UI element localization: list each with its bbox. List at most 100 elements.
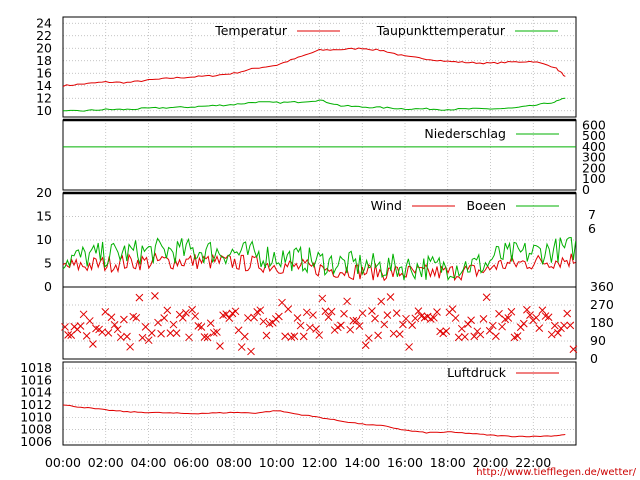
direction-marker (306, 323, 314, 332)
direction-marker (85, 317, 94, 325)
direction-marker (513, 332, 522, 340)
y-tick-label: 0 (44, 279, 52, 294)
y-tick-label-right: 200 (582, 160, 606, 175)
y-tick-label-right: 0 (590, 351, 598, 366)
y-tick-label: 20 (36, 40, 52, 55)
y-tick-label: 24 (36, 15, 52, 30)
direction-marker (544, 313, 553, 322)
direction-marker (116, 333, 125, 342)
direction-marker (275, 312, 283, 321)
panel-frames (62, 16, 577, 446)
direction-marker (358, 309, 367, 318)
direction-marker (206, 319, 215, 328)
direction-marker (247, 347, 255, 356)
legend-label: Boeen (466, 198, 506, 213)
x-tick-label: 00:00 (45, 455, 81, 470)
direction-marker (160, 314, 169, 322)
direction-marker (213, 328, 221, 336)
series-line-taupunkttemperatur (62, 97, 566, 112)
direction-marker (532, 313, 541, 322)
x-tick-label: 04:00 (130, 455, 166, 470)
direction-marker (560, 321, 568, 330)
y-tick-label-right: 500 (582, 128, 606, 143)
direction-marker (337, 321, 345, 330)
direction-marker (132, 313, 141, 322)
direction-marker (216, 342, 224, 350)
x-tick-label: 22:00 (515, 455, 551, 470)
direction-marker (278, 298, 286, 307)
x-tick-label: 16:00 (387, 455, 423, 470)
direction-marker (408, 321, 417, 329)
series-line-wind (62, 252, 576, 282)
direction-marker (67, 331, 76, 339)
y-tick-label-right: 400 (582, 139, 606, 154)
legend-label: Niederschlag (424, 126, 506, 141)
direction-marker (185, 333, 193, 342)
direction-marker (504, 314, 513, 322)
direction-marker (178, 314, 187, 322)
direction-marker (225, 314, 234, 322)
direction-marker (154, 318, 162, 327)
direction-marker (411, 314, 420, 323)
credit-url[interactable]: http://www.tiefflegen.de/wetter/ (476, 467, 636, 478)
direction-marker (126, 342, 134, 351)
direction-marker (259, 317, 268, 326)
direction-marker (61, 323, 69, 331)
direction-marker (144, 336, 153, 345)
direction-marker (244, 314, 252, 322)
direction-marker (451, 314, 460, 322)
x-tick-label: 10:00 (259, 455, 295, 470)
y-tick-label: 22 (36, 28, 52, 43)
direction-marker (256, 306, 265, 315)
direction-marker (290, 332, 299, 341)
direction-marker (147, 329, 156, 337)
direction-marker (352, 316, 361, 325)
legend-label: Temperatur (214, 23, 288, 38)
direction-marker (200, 333, 209, 341)
direction-marker (343, 297, 351, 306)
direction-marker (433, 308, 441, 316)
y-tick-label: 15 (36, 209, 52, 224)
direction-marker (349, 316, 358, 325)
direction-marker (377, 297, 386, 306)
direction-marker (392, 309, 401, 317)
panel-frame (62, 16, 577, 118)
direction-marker (340, 309, 348, 318)
direction-marker (383, 311, 392, 319)
direction-marker (166, 329, 175, 338)
direction-marker (346, 325, 355, 334)
direction-marker (430, 313, 438, 322)
direction-marker (479, 315, 488, 323)
direction-marker (135, 293, 144, 302)
series-line-luftdruck (62, 404, 566, 438)
y-tick-label: 1008 (20, 422, 52, 437)
direction-marker (141, 322, 150, 331)
direction-marker (402, 314, 410, 323)
direction-marker (191, 312, 200, 321)
direction-marker (547, 330, 556, 339)
direction-marker (231, 307, 240, 316)
y-tick-label: 1006 (20, 434, 52, 449)
panel-frame (62, 361, 577, 446)
y-tick-label: 1018 (20, 360, 52, 375)
direction-marker (538, 306, 547, 315)
direction-marker (318, 294, 327, 303)
x-tick-label: 08:00 (216, 455, 252, 470)
legends: Temperatur Taupunkttemperatur Niederschlag… (214, 23, 559, 380)
y-tick-label-right: 600 (582, 117, 606, 132)
direction-marker (299, 332, 308, 341)
direction-marker (374, 331, 382, 340)
direction-marker (361, 341, 370, 350)
direction-marker (101, 308, 110, 316)
direction-marker (399, 320, 407, 329)
legend-label: Wind (371, 198, 402, 213)
direction-marker (188, 305, 196, 314)
y-tick-label: 1010 (20, 409, 52, 424)
y-tick-label-right: 7 (588, 207, 596, 222)
direction-marker (79, 310, 88, 319)
direction-marker (98, 328, 107, 336)
y-tick-label-right: 180 (590, 315, 614, 330)
direction-marker (554, 328, 562, 337)
legend-label: Taupunkttemperatur (376, 23, 506, 38)
direction-marker (237, 343, 246, 351)
